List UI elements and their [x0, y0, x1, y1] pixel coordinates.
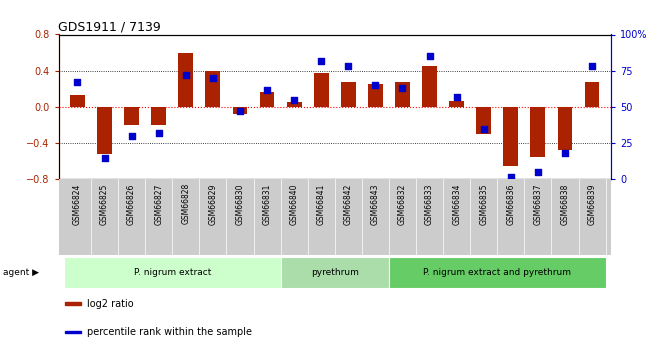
Text: GSM66832: GSM66832 [398, 183, 407, 225]
Bar [259, 91, 274, 107]
Text: P. nigrum extract: P. nigrum extract [133, 268, 211, 277]
Text: GSM66840: GSM66840 [290, 183, 298, 225]
Bar [530, 107, 545, 157]
Text: GDS1911 / 7139: GDS1911 / 7139 [58, 20, 161, 33]
Bar [558, 107, 573, 149]
Text: GSM66843: GSM66843 [371, 183, 380, 225]
Bar [341, 82, 356, 107]
Bar [422, 66, 437, 107]
Text: GSM66827: GSM66827 [154, 183, 163, 225]
Text: agent ▶: agent ▶ [3, 268, 39, 277]
Text: GSM66835: GSM66835 [479, 183, 488, 225]
Bar [205, 71, 220, 107]
Bar [97, 107, 112, 154]
Point [397, 85, 408, 91]
Point [235, 109, 245, 114]
Bar [65, 303, 81, 305]
Text: pyrethrum: pyrethrum [311, 268, 359, 277]
Point [587, 63, 597, 69]
Point [560, 150, 570, 156]
Bar [178, 52, 193, 107]
Text: GSM66829: GSM66829 [209, 183, 217, 225]
Bar [584, 81, 599, 107]
Text: GSM66838: GSM66838 [560, 183, 569, 225]
Bar [389, 257, 606, 288]
Point [181, 72, 191, 78]
Text: GSM66839: GSM66839 [588, 183, 597, 225]
Bar [476, 107, 491, 134]
Text: GSM66824: GSM66824 [73, 183, 82, 225]
Text: GSM66825: GSM66825 [100, 183, 109, 225]
Point [126, 133, 137, 139]
Point [343, 63, 354, 69]
Bar [151, 107, 166, 125]
Text: GSM66833: GSM66833 [425, 183, 434, 225]
Point [99, 155, 110, 160]
Point [506, 174, 516, 179]
Text: GSM66826: GSM66826 [127, 183, 136, 225]
Point [370, 82, 381, 88]
Bar [287, 102, 302, 107]
Text: GSM66841: GSM66841 [317, 183, 326, 225]
Bar [395, 82, 410, 107]
Point [262, 87, 272, 92]
Text: GSM66842: GSM66842 [344, 183, 353, 225]
Point [424, 53, 435, 59]
Bar [503, 107, 518, 166]
Text: GSM66836: GSM66836 [506, 183, 515, 225]
Text: log2 ratio: log2 ratio [87, 299, 134, 308]
Text: GSM66828: GSM66828 [181, 183, 190, 225]
Bar [314, 72, 329, 107]
Bar [368, 84, 383, 107]
Text: percentile rank within the sample: percentile rank within the sample [87, 327, 252, 337]
Bar [124, 107, 139, 125]
Point [478, 126, 489, 131]
Point [72, 80, 83, 85]
Text: P. nigrum extract and pyrethrum: P. nigrum extract and pyrethrum [423, 268, 571, 277]
Point [153, 130, 164, 136]
Text: GSM66837: GSM66837 [534, 183, 542, 225]
Text: GSM66831: GSM66831 [263, 183, 272, 225]
Bar [449, 101, 464, 107]
Point [451, 94, 462, 100]
Point [289, 97, 299, 102]
Bar [64, 257, 281, 288]
Point [316, 58, 326, 63]
Point [208, 75, 218, 81]
Text: GSM66830: GSM66830 [235, 183, 244, 225]
Bar [233, 107, 248, 114]
Bar [70, 95, 85, 107]
Bar [281, 257, 389, 288]
Point [533, 169, 543, 175]
Bar [65, 331, 81, 333]
Text: GSM66834: GSM66834 [452, 183, 461, 225]
